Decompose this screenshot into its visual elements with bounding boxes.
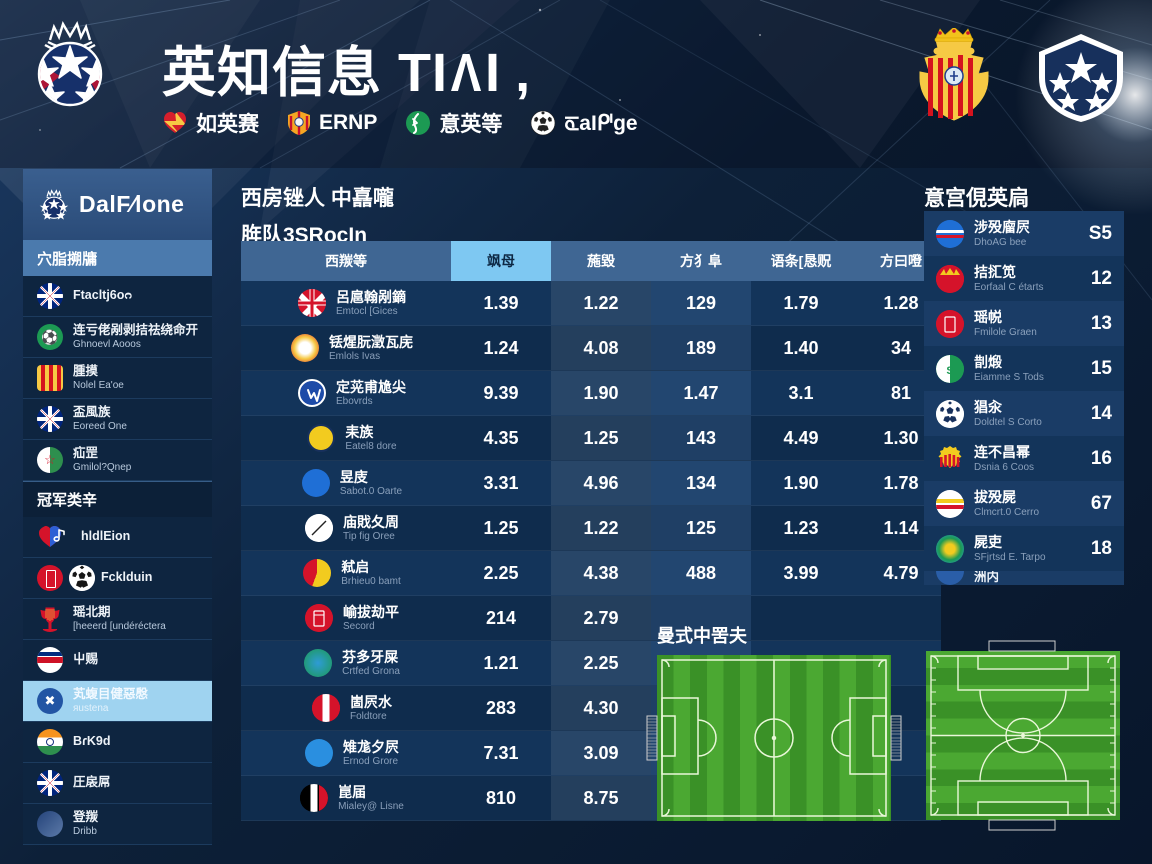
svg-text:S: S [946, 365, 953, 377]
